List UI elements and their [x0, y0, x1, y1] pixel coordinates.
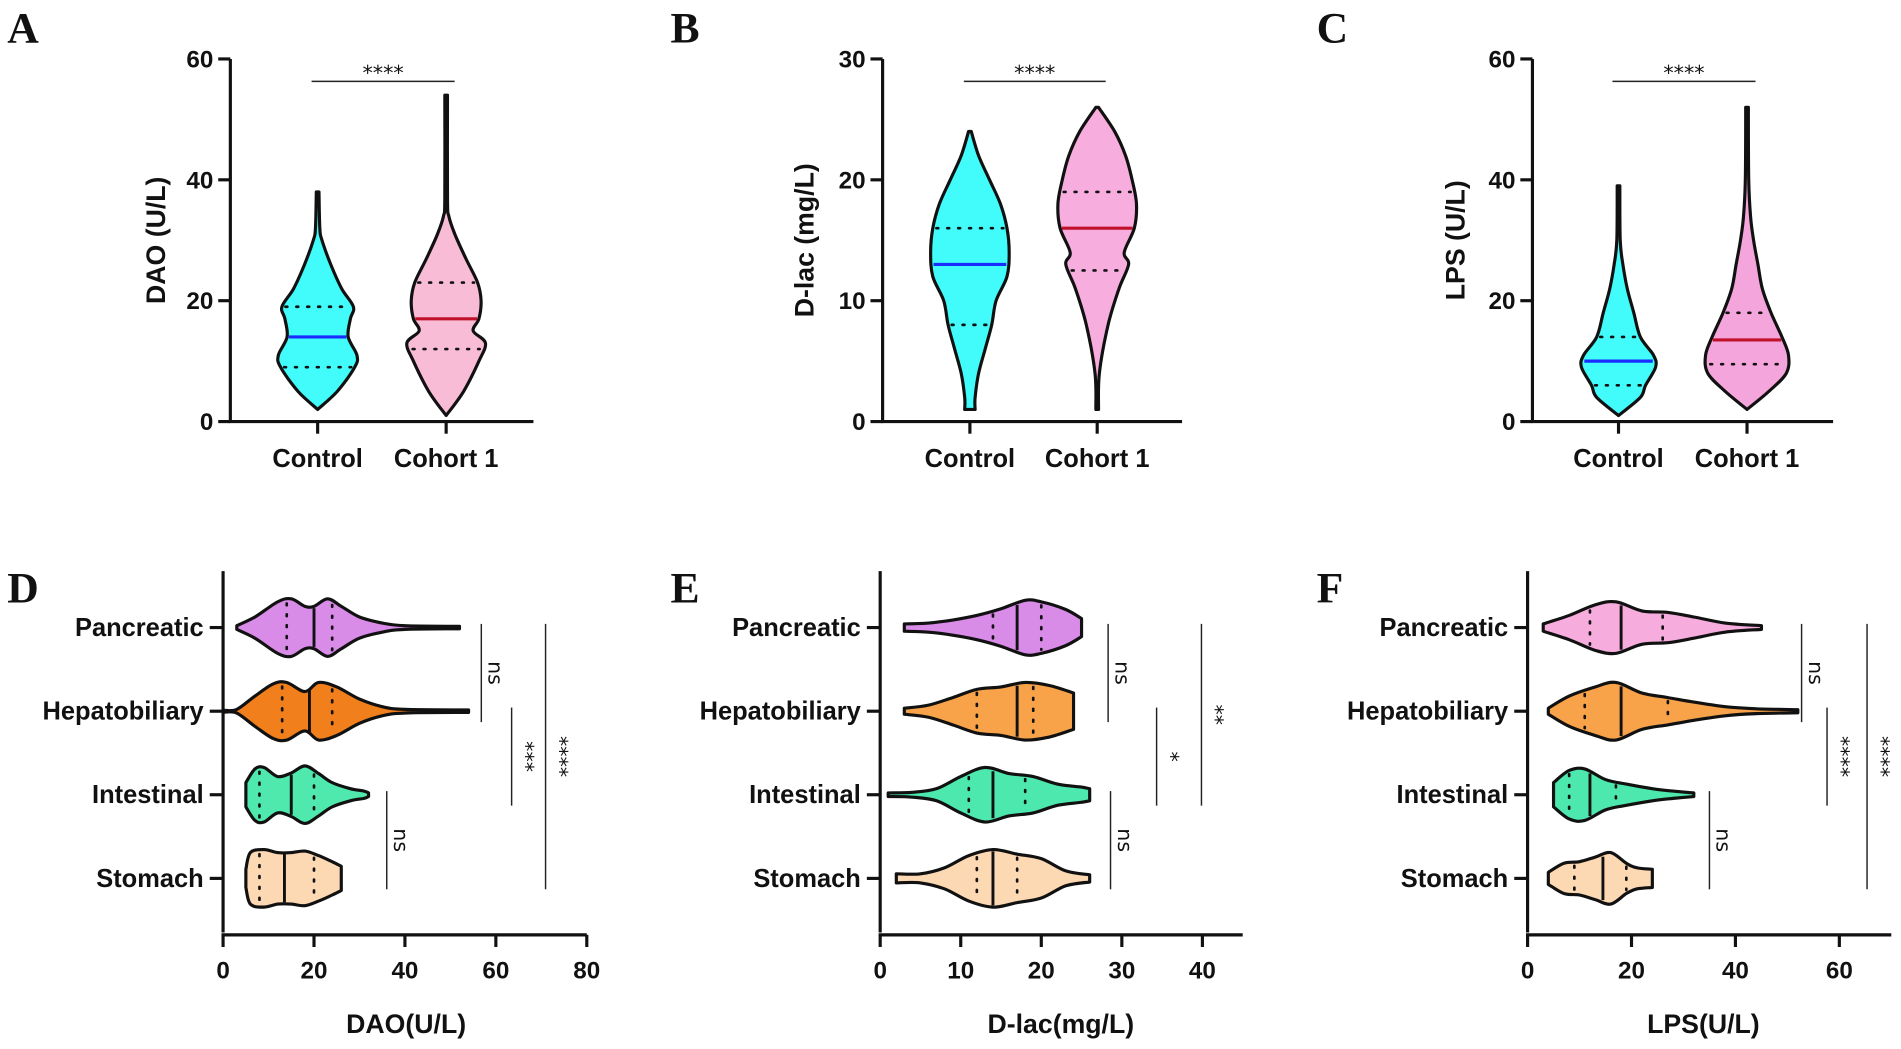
significance-label: ns	[389, 828, 413, 852]
violin-hepatobiliary	[1546, 680, 1800, 742]
violin-control	[1579, 184, 1658, 418]
violin-intestinal	[886, 765, 1092, 824]
violin-cohort-1	[1703, 105, 1791, 412]
violin-pancreatic	[1541, 599, 1764, 656]
y-category-label: Intestinal	[1397, 781, 1509, 809]
y-tick-label: 20	[186, 288, 213, 315]
y-category-label: Stomach	[96, 865, 203, 893]
y-category-label: Pancreatic	[75, 614, 204, 642]
y-tick-label: 60	[1488, 46, 1515, 73]
violin-control	[929, 129, 1011, 412]
y-tick-label: 10	[839, 288, 866, 315]
y-category-label: Intestinal	[92, 781, 204, 809]
x-category-label: Control	[1573, 445, 1663, 473]
significance-label: ns	[1110, 661, 1134, 685]
x-axis-title: DAO(U/L)	[346, 1009, 466, 1039]
y-axis-title: LPS (U/L)	[1441, 180, 1471, 300]
violin-cohort-1	[405, 93, 488, 418]
x-category-label: Cohort 1	[1045, 445, 1150, 473]
x-tick-label: 0	[216, 958, 229, 985]
panel-letter: E	[670, 565, 699, 613]
y-category-label: Intestinal	[749, 781, 861, 809]
y-category-label: Stomach	[1401, 865, 1508, 893]
x-axis-title: D-lac(mg/L)	[988, 1009, 1135, 1039]
x-tick-label: 20	[301, 958, 328, 985]
violin-cohort-1	[1056, 105, 1139, 412]
panel-d: D 0 20 40 60 80 DAO(U/L) Pancreatic Hepatobiliar…	[7, 565, 600, 1039]
panel-letter: B	[670, 5, 699, 53]
y-tick-label: 20	[839, 167, 866, 194]
panel-f: F 0 20 40 60 LPS(U/L) Pancreatic Hepatobiliary I…	[1317, 565, 1894, 1039]
x-tick-label: 40	[391, 958, 418, 985]
significance-label: ****	[1869, 736, 1893, 777]
x-category-label: Control	[925, 445, 1015, 473]
x-tick-label: 10	[947, 958, 974, 985]
violin-stomach	[1546, 850, 1654, 906]
y-tick-label: 40	[186, 167, 213, 194]
significance-label: ****	[548, 736, 572, 777]
violin-hepatobiliary	[221, 680, 471, 743]
significance-label: ****	[1014, 61, 1055, 85]
significance-label: ns	[1712, 828, 1736, 852]
y-axis-title: D-lac (mg/L)	[790, 163, 820, 317]
y-tick-label: 20	[1488, 288, 1515, 315]
significance-label: **	[1204, 704, 1228, 725]
x-tick-label: 20	[1618, 958, 1645, 985]
violin-stomach	[244, 847, 343, 909]
y-tick-label: 0	[1502, 409, 1515, 436]
x-tick-label: 60	[482, 958, 509, 985]
significance-label: ns	[1113, 828, 1137, 852]
violin-control	[276, 190, 360, 412]
x-category-label: Cohort 1	[394, 445, 499, 473]
significance-label: ****	[363, 61, 404, 85]
x-tick-label: 80	[573, 958, 600, 985]
panel-letter: A	[7, 5, 39, 53]
y-axis-title: DAO (U/L)	[141, 177, 171, 304]
y-tick-label: 0	[852, 409, 865, 436]
x-axis-title: LPS(U/L)	[1647, 1009, 1760, 1039]
x-category-label: Cohort 1	[1695, 445, 1800, 473]
y-category-label: Hepatobiliary	[1347, 698, 1509, 726]
x-tick-label: 60	[1826, 958, 1853, 985]
x-category-label: Control	[272, 445, 362, 473]
panel-letter: C	[1317, 5, 1349, 53]
panel-e: E 0 10 20 30 40 D-lac(mg/L) Pancreatic Hepatobil…	[670, 565, 1243, 1039]
x-tick-label: 0	[873, 958, 886, 985]
violin-pancreatic	[235, 596, 462, 659]
y-category-label: Pancreatic	[1380, 614, 1509, 642]
significance-label: ****	[1829, 736, 1853, 777]
violin-intestinal	[1551, 766, 1696, 823]
panel-letter: D	[7, 565, 39, 613]
significance-label: ns	[484, 661, 508, 685]
significance-label: ns	[1804, 661, 1828, 685]
y-tick-label: 30	[839, 46, 866, 73]
panel-b: B 0 10 20 30 D-lac (mg/L) Control Cohort 1 ****	[670, 5, 1183, 473]
significance-label: *	[1159, 751, 1183, 761]
significance-label: ***	[514, 741, 538, 772]
y-tick-label: 60	[186, 46, 213, 73]
panel-a: A 0 20 40 60 DAO (U/L) Control Cohort 1 ****	[7, 5, 534, 473]
x-tick-label: 30	[1108, 958, 1135, 985]
panel-c: C 0 20 40 60 LPS (U/L) Control Cohort 1 ****	[1317, 5, 1834, 473]
x-tick-label: 20	[1028, 958, 1055, 985]
y-tick-label: 0	[200, 409, 213, 436]
panel-letter: F	[1317, 565, 1344, 613]
y-category-label: Hepatobiliary	[700, 698, 862, 726]
violin-hepatobiliary	[902, 680, 1076, 742]
x-tick-label: 0	[1521, 958, 1534, 985]
significance-label: ****	[1663, 61, 1704, 85]
y-category-label: Pancreatic	[732, 614, 861, 642]
x-tick-label: 40	[1189, 958, 1216, 985]
y-category-label: Hepatobiliary	[43, 698, 205, 726]
x-tick-label: 40	[1722, 958, 1749, 985]
violin-intestinal	[244, 764, 371, 826]
y-tick-label: 40	[1488, 167, 1515, 194]
y-category-label: Stomach	[753, 865, 860, 893]
